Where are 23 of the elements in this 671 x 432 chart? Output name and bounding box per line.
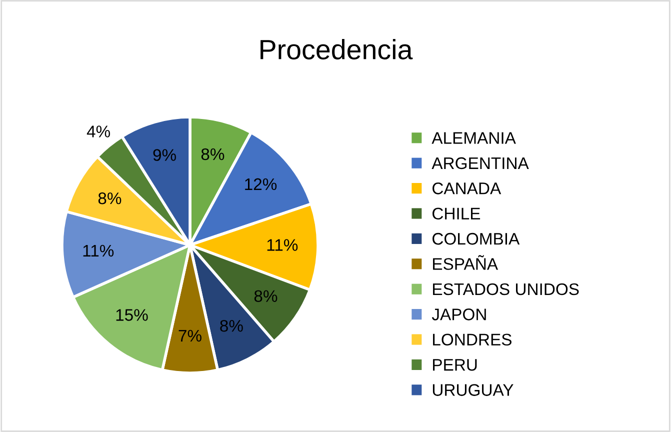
legend-label: ALEMANIA [432, 132, 516, 144]
legend-label: ESTADOS UNIDOS [433, 283, 579, 296]
legend-label: ESPAÑA [433, 255, 498, 270]
data-label: 8% [98, 192, 122, 204]
legend-label: CHILE [432, 208, 480, 220]
legend-label: JAPON [432, 308, 486, 320]
legend-label: ARGENTINA [432, 157, 529, 170]
data-label: 11% [83, 244, 114, 257]
data-label: 11% [267, 239, 298, 251]
chart-title: Procedencia [260, 39, 413, 60]
data-label: 15% [116, 309, 148, 321]
data-label: 12% [245, 178, 277, 190]
data-label: 4% [86, 126, 110, 138]
legend-label: LONDRES [433, 334, 512, 346]
legend-label: CANADA [432, 182, 502, 194]
data-label: 8% [254, 290, 278, 302]
legend-label: URUGUAY [432, 384, 514, 396]
data-label: 7% [178, 330, 202, 342]
data-label: 8% [220, 320, 243, 332]
data-label: 8% [201, 148, 224, 160]
legend-label: PERU [433, 359, 477, 371]
data-label: 9% [153, 149, 176, 161]
legend-label: COLOMBIA [432, 232, 520, 245]
